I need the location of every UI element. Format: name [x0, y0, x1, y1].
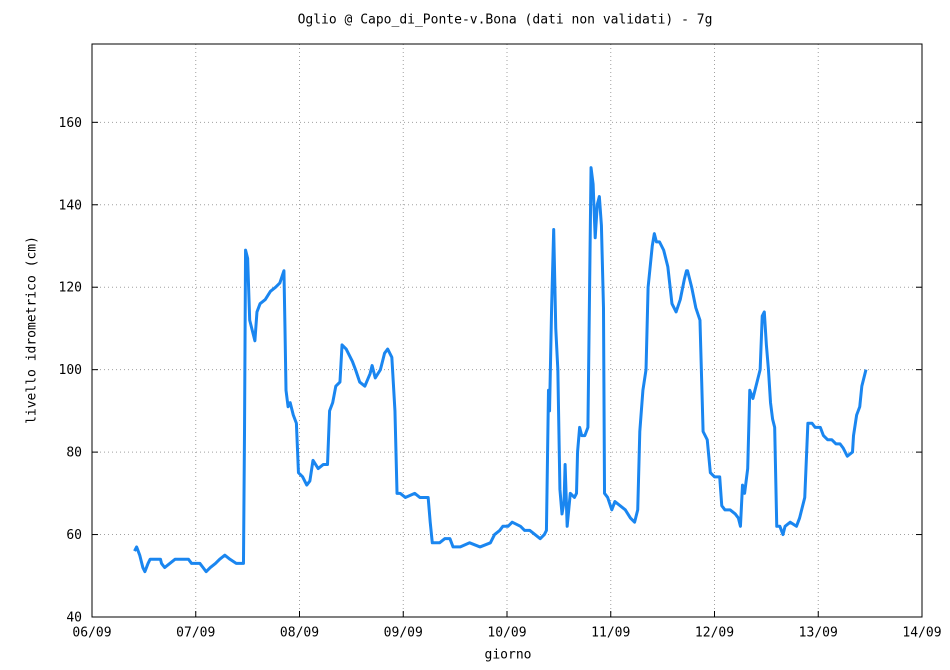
plot	[133, 166, 868, 574]
x-tick-label: 11/09	[591, 626, 630, 641]
x-tick-label: 07/09	[176, 626, 215, 641]
x-tick-label: 06/09	[72, 626, 111, 641]
plot-frame	[91, 43, 923, 618]
y-tick-label: 40	[66, 611, 82, 626]
x-tick-label: 09/09	[384, 626, 423, 641]
x-tick-label: 12/09	[695, 626, 734, 641]
x-tick-label: 13/09	[799, 626, 838, 641]
x-tick-label: 14/09	[902, 626, 941, 641]
chart-title: Oglio @ Capo_di_Ponte-v.Bona (dati non v…	[298, 13, 713, 28]
y-tick-label: 120	[59, 281, 82, 296]
y-tick-label: 80	[66, 446, 82, 461]
tick-labels: 40 60 80 100 120 140 160 06/09 07/09 08/09 09/09 10…	[59, 116, 942, 641]
y-tick-label: 140	[59, 198, 82, 213]
x-axis-label: giorno	[485, 648, 532, 663]
data-line	[133, 166, 868, 574]
x-tick-label: 08/09	[280, 626, 319, 641]
y-tick-label: 160	[59, 116, 82, 131]
x-tick-label: 10/09	[487, 626, 526, 641]
y-axis-label: livello idrometrico (cm)	[25, 236, 40, 424]
grid	[91, 44, 923, 618]
y-tick-label: 100	[59, 363, 82, 378]
y-tick-label: 60	[66, 528, 82, 543]
